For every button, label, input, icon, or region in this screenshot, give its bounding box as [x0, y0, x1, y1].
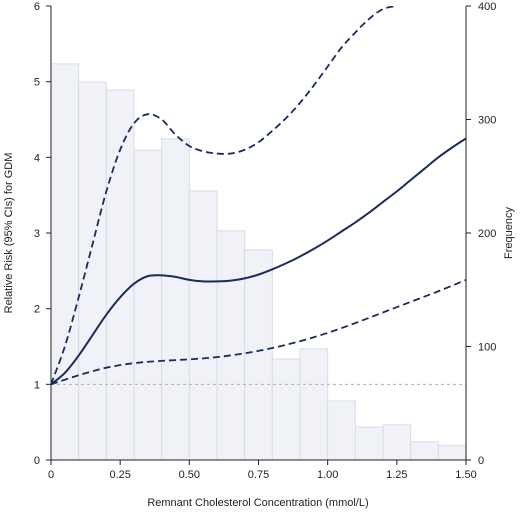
- histogram-bar: [133, 149, 163, 460]
- histogram-bar: [244, 249, 273, 460]
- x-tick-label: 1.00: [317, 469, 338, 481]
- x-tick-label: 0.50: [179, 469, 200, 481]
- rr-estimate-line: [51, 137, 466, 386]
- histogram-bar: [188, 190, 218, 460]
- y-tick-label: 0: [34, 455, 40, 467]
- y2-tick-label: 400: [478, 1, 496, 13]
- x-axis-title: Remnant Cholesterol Concentration (mmol/…: [147, 497, 368, 509]
- y2-tick-label: 200: [478, 228, 496, 240]
- histogram-bar: [78, 81, 107, 460]
- y-tick-label: 2: [34, 304, 40, 316]
- histogram-bar: [161, 138, 190, 460]
- y2-tick-label: 300: [478, 115, 496, 127]
- histogram-bar: [437, 444, 466, 460]
- histogram-bars: [51, 63, 466, 460]
- histogram-bar: [354, 426, 384, 460]
- y2-tick-label: 0: [478, 455, 484, 467]
- x-tick-label: 0: [48, 469, 54, 481]
- axes-group: 0 0.25 0.50 0.75 1.00 1.25 1.50012345601002003…: [34, 1, 496, 481]
- histogram-bar: [271, 358, 301, 460]
- histogram-bar: [216, 230, 246, 460]
- y-tick-label: 3: [34, 228, 40, 240]
- curve-group: [51, 6, 466, 386]
- y-tick-label: 6: [34, 1, 40, 13]
- y-axis-title: Relative Risk (95% CIs) for GDM: [3, 153, 15, 314]
- histogram-bar: [382, 424, 412, 460]
- y2-tick-label: 100: [478, 342, 496, 354]
- histogram-bar: [51, 63, 80, 460]
- x-tick-label: 1.25: [386, 469, 407, 481]
- x-tick-label: 0.25: [109, 469, 130, 481]
- y2-axis-title: Frequency: [503, 207, 515, 259]
- histogram-bar: [327, 400, 356, 460]
- histogram-bar: [105, 89, 135, 460]
- y-tick-label: 5: [34, 77, 40, 89]
- upper-ci-line: [51, 6, 398, 385]
- lower-ci-line: [51, 279, 466, 386]
- histogram-bar: [410, 441, 439, 460]
- x-tick-label: 0.75: [248, 469, 269, 481]
- histogram-bar: [299, 348, 329, 460]
- x-tick-label: 1.50: [455, 469, 476, 481]
- y-tick-label: 4: [34, 152, 40, 164]
- y-tick-label: 1: [34, 379, 40, 391]
